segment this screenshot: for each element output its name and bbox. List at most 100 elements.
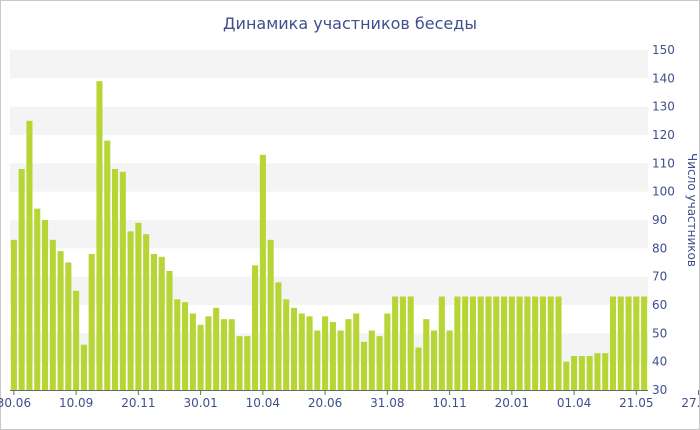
x-tick-label: 10.04 (246, 396, 280, 410)
bar (197, 324, 204, 390)
y-tick-label: 100 (652, 185, 675, 199)
bars-group (10, 81, 648, 391)
bar (399, 296, 406, 390)
bar (174, 299, 181, 390)
y-ticks-group: 30 40 50 60 70 80 90 100 110 120 130 140 150 (652, 43, 675, 397)
bar (275, 282, 282, 390)
y-axis-title: Число участников (685, 153, 699, 267)
y-tick-label: 130 (652, 100, 675, 114)
bar (205, 316, 212, 390)
bar (462, 296, 469, 390)
grid-band (10, 106, 648, 135)
bar (213, 307, 220, 390)
bar (415, 347, 422, 390)
bar (508, 296, 515, 390)
bar (143, 234, 150, 390)
bar (641, 296, 648, 390)
bar (586, 356, 593, 390)
bar (127, 231, 134, 390)
x-tick-label: 20.01 (495, 396, 529, 410)
y-tick-label: 50 (652, 326, 667, 340)
y-tick-label: 60 (652, 298, 667, 312)
bar (57, 251, 64, 390)
bar (298, 313, 305, 390)
bar (578, 356, 585, 390)
bar (477, 296, 484, 390)
x-tick-label: 27.05 (681, 396, 700, 410)
bar (609, 296, 617, 390)
bar (267, 239, 274, 390)
bar (516, 296, 523, 390)
bar (563, 361, 570, 390)
bar (259, 154, 266, 390)
bar (337, 330, 344, 390)
grid-band (10, 50, 648, 79)
bar (236, 336, 243, 390)
bar (290, 307, 298, 390)
x-tick-label: 30.06 (0, 396, 31, 410)
y-tick-label: 30 (652, 383, 667, 397)
y-tick-label: 120 (652, 128, 675, 142)
x-tick-label: 10.09 (59, 396, 93, 410)
chart-title: Динамика участников беседы (223, 14, 477, 33)
bar (376, 336, 383, 390)
bar (49, 239, 56, 390)
bar (539, 296, 546, 390)
bar (112, 169, 119, 390)
bar (314, 330, 321, 390)
bar (26, 120, 33, 390)
bar (571, 356, 578, 390)
bar (96, 81, 103, 391)
bar (18, 169, 25, 390)
bar (189, 313, 196, 390)
bar (485, 296, 492, 390)
bar (228, 319, 235, 390)
y-tick-label: 140 (652, 71, 675, 85)
bar (532, 296, 539, 390)
bar (329, 322, 336, 390)
bar (594, 353, 601, 390)
bar (166, 271, 173, 390)
bar (438, 296, 445, 390)
bar (244, 336, 251, 390)
x-tick-label: 20.11 (121, 396, 155, 410)
bar (252, 265, 259, 390)
bar (104, 140, 111, 390)
x-tick-label: 20.06 (308, 396, 342, 410)
bar (392, 296, 399, 390)
bar (633, 296, 640, 390)
x-tick-label: 21.05 (619, 396, 653, 410)
bar (547, 296, 554, 390)
y-tick-label: 110 (652, 156, 675, 170)
bar (360, 341, 368, 390)
bar (368, 330, 375, 390)
bar (493, 296, 500, 390)
bar (555, 296, 562, 390)
bar (34, 208, 41, 390)
bar (407, 296, 414, 390)
bar (423, 319, 430, 390)
y-tick-label: 90 (652, 213, 667, 227)
bar (88, 254, 95, 390)
bar (469, 296, 476, 390)
x-tick-label: 10.11 (432, 396, 466, 410)
y-tick-label: 150 (652, 43, 675, 57)
bar (345, 319, 352, 390)
bar (10, 239, 17, 390)
bar (283, 299, 290, 390)
bar (80, 344, 87, 390)
bar (625, 296, 632, 390)
x-tick-label: 31.08 (370, 396, 404, 410)
bar (135, 222, 142, 390)
bar (306, 316, 313, 390)
x-ticks-group: 30.06 10.09 20.11 30.01 10.04 20.06 31.08 10.11… (0, 390, 700, 410)
bar (73, 290, 80, 390)
y-tick-label: 80 (652, 241, 667, 255)
bar (446, 330, 453, 390)
bar (524, 296, 531, 390)
bar (322, 316, 329, 390)
y-tick-label: 70 (652, 270, 667, 284)
y-tick-label: 40 (652, 355, 667, 369)
bar (602, 353, 609, 390)
